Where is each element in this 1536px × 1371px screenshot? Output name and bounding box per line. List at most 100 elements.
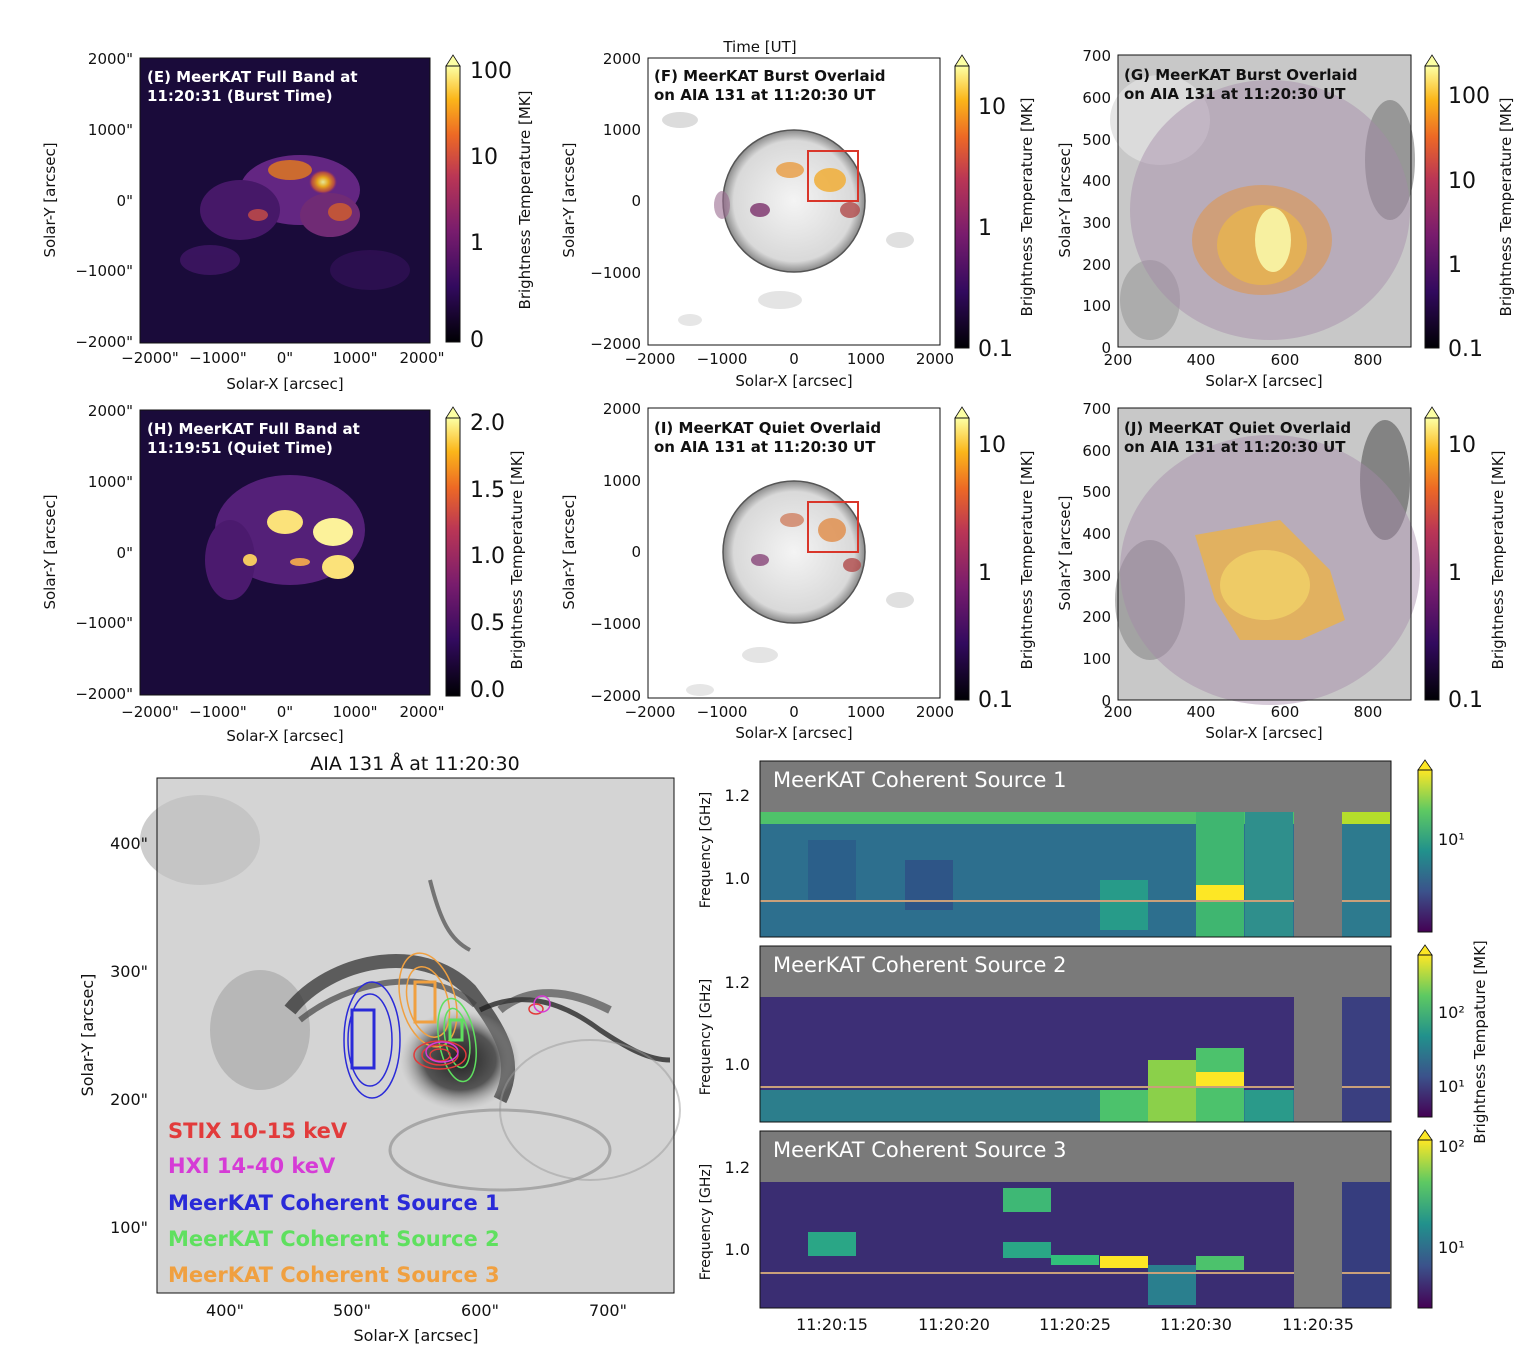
panel-g-cbar-tick: 10 [1448, 169, 1476, 194]
panel-e-cbar-tick: 1 [470, 231, 484, 256]
spectrum-1-ytick: 1.2 [725, 786, 750, 805]
panel-g-xtick: 400 [1187, 351, 1216, 369]
spectrum-1-title: MeerKAT Coherent Source 1 [773, 768, 1066, 792]
spectrum-2-cbar-tick: 10¹ [1438, 1077, 1465, 1096]
spectra-xtick: 11:20:15 [796, 1315, 868, 1334]
spectra-xtick: 11:20:30 [1160, 1315, 1232, 1334]
panel-j-ytick: 200 [1082, 608, 1111, 626]
panel-g-ytick: 600 [1082, 89, 1111, 107]
panel-j-ytick: 0 [1101, 692, 1111, 710]
spectrum-2-cbar-tick: 10² [1438, 1003, 1465, 1022]
panel-i-cbar-tick: 0.1 [978, 688, 1013, 713]
panel-h-ylabel: Solar-Y [arcsec] [41, 494, 59, 609]
panel-g-cbar-tick: 100 [1448, 84, 1490, 109]
contours-hxi [425, 995, 551, 1063]
spectra: MeerKAT Coherent Source 1 1.2 1.0 Freque… [698, 759, 1489, 1334]
spectrum-3-ylabel: Frequency [GHz] [698, 1164, 714, 1280]
panel-e-cbar-tick: 10 [470, 145, 498, 170]
panel-g-xtick: 200 [1104, 351, 1133, 369]
panel-g-cbar-label: Brightness Temperature [MK] [1497, 98, 1515, 317]
panel-h-xtick: 0" [277, 703, 293, 721]
legend-hxi: HXI 14-40 keV [168, 1154, 336, 1178]
panel-g-label-1: (G) MeerKAT Burst Overlaid [1124, 66, 1358, 84]
panel-f-ytick: 2000 [603, 50, 641, 68]
panel-h-ytick: 2000" [88, 402, 133, 420]
panel-g-ytick: 300 [1082, 214, 1111, 232]
aia-xtick: 400" [206, 1301, 244, 1320]
panel-f-ytick: 0 [631, 192, 641, 210]
panel-g-ytick: 200 [1082, 256, 1111, 274]
panel-f-label-1: (F) MeerKAT Burst Overlaid [654, 67, 885, 85]
panel-i-xtick: 2000 [916, 703, 954, 721]
panel-e-xtick: −1000" [189, 349, 247, 367]
aia-xtick: 700" [589, 1301, 627, 1320]
panel-e: (E) MeerKAT Full Band at 11:20:31 (Burst… [41, 50, 534, 393]
panel-g-ytick: 0 [1101, 339, 1111, 357]
spectrum-2-colorbar [1418, 955, 1432, 1117]
panel-g-cbar-tick: 0.1 [1448, 337, 1483, 362]
spectra-xtick: 11:20:20 [918, 1315, 990, 1334]
spectrum-2-title: MeerKAT Coherent Source 2 [773, 953, 1066, 977]
panel-f-label-2: on AIA 131 at 11:20:30 UT [654, 86, 876, 104]
aia-title: AIA 131 Å at 11:20:30 [310, 752, 519, 775]
panel-j-cbar-tick: 10 [1448, 433, 1476, 458]
panel-i-label-2: on AIA 131 at 11:20:30 UT [654, 438, 876, 456]
aia-ytick: 100" [110, 1218, 148, 1237]
panel-h-label-2: 11:19:51 (Quiet Time) [147, 439, 333, 457]
aia-ytick: 400" [110, 834, 148, 853]
panel-g-colorbar [1425, 66, 1439, 348]
panel-f-xtick: 2000 [916, 350, 954, 368]
spectrum-3-colorbar [1418, 1140, 1432, 1308]
panel-e-cbar-tick: 100 [470, 59, 512, 84]
panel-i-ytick: 1000 [603, 472, 641, 490]
panel-h-cbar-tick: 2.0 [470, 411, 505, 436]
spectrum-2: MeerKAT Coherent Source 2 1.2 1.0 Freque… [698, 944, 1465, 1123]
panel-j-cbar-label: Brightness Temperature [MK] [1489, 451, 1507, 670]
panel-aia: AIA 131 Å at 11:20:30 [78, 752, 681, 1345]
panel-g-label-2: on AIA 131 at 11:20:30 UT [1124, 85, 1346, 103]
panel-h-xtick: −2000" [121, 703, 179, 721]
panel-i-cbar-label: Brightness Temperature [MK] [1018, 451, 1036, 670]
spectrum-3-ytick: 1.0 [725, 1240, 750, 1259]
panel-e-ytick: 0" [117, 192, 133, 210]
spectrum-3-cbar-tick: 10¹ [1438, 1238, 1465, 1257]
panel-f-cbar-tick: 1 [978, 216, 992, 241]
panel-e-ylabel: Solar-Y [arcsec] [41, 142, 59, 257]
panel-j-colorbar [1425, 418, 1439, 700]
panel-h-cbar-tick: 1.0 [470, 544, 505, 569]
panel-h-ytick: 1000" [88, 473, 133, 491]
panel-e-label-2: 11:20:31 (Burst Time) [147, 87, 333, 105]
panel-f-ytick: −1000 [590, 264, 641, 282]
panel-e-colorbar [446, 66, 460, 342]
spectra-xtick: 11:20:25 [1039, 1315, 1111, 1334]
spectrum-1-ytick: 1.0 [725, 869, 750, 888]
panel-j-cbar-tick: 0.1 [1448, 688, 1483, 713]
panel-e-xtick: −2000" [121, 349, 179, 367]
panel-i-xtick: −1000 [697, 703, 748, 721]
panel-f-ylabel: Solar-Y [arcsec] [560, 142, 578, 257]
panel-j-ytick: 300 [1082, 567, 1111, 585]
panel-i: (I) MeerKAT Quiet Overlaid on AIA 131 at… [560, 400, 1036, 742]
panel-h-cbar-tick: 1.5 [470, 478, 505, 503]
panel-h-xlabel: Solar-X [arcsec] [226, 727, 343, 745]
aia-ytick: 300" [110, 962, 148, 981]
panel-f-zoom-box [807, 150, 859, 202]
panel-j-ytick: 600 [1082, 442, 1111, 460]
top-title-fragment: Time [UT] [722, 38, 796, 56]
contours-source-2 [437, 997, 477, 1083]
panel-j: (J) MeerKAT Quiet Overlaid on AIA 131 at… [1056, 400, 1507, 742]
panel-h-ytick: 0" [117, 544, 133, 562]
panel-i-zoom-box [807, 501, 859, 553]
spectra-xtick: 11:20:35 [1282, 1315, 1354, 1334]
panel-i-ytick: −1000 [590, 615, 641, 633]
legend-stix: STIX 10-15 keV [168, 1119, 348, 1143]
spectrum-1-colorbar [1418, 770, 1432, 932]
panel-i-xtick: 0 [789, 703, 799, 721]
panel-j-label-1: (J) MeerKAT Quiet Overlaid [1124, 419, 1351, 437]
panel-f-cbar-tick: 10 [978, 95, 1006, 120]
aia-ytick: 200" [110, 1090, 148, 1109]
aia-xtick: 500" [333, 1301, 371, 1320]
panel-i-ytick: −2000 [590, 687, 641, 705]
panel-g-ylabel: Solar-Y [arcsec] [1056, 142, 1074, 257]
